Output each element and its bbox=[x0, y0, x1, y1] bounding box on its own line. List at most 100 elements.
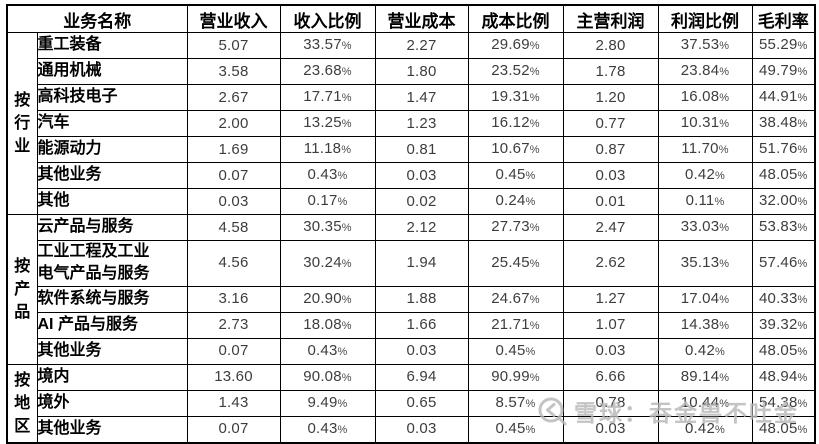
row-name-cell: 汽车 bbox=[36, 110, 188, 137]
value-cell: 2.73 bbox=[186, 311, 281, 339]
value-cell: 1.23 bbox=[374, 110, 469, 137]
group-label-cell: 按 产 品 bbox=[6, 214, 38, 365]
value-cell: 6.66 bbox=[562, 363, 659, 391]
value-cell: 90.08% bbox=[279, 363, 376, 391]
value-cell: 1.20 bbox=[562, 84, 659, 111]
value-cell: 0.87 bbox=[562, 136, 659, 163]
row-name-cell: 通用机械 bbox=[36, 58, 188, 85]
value-cell: 20.90% bbox=[279, 285, 376, 313]
row-name-cell: 境内 bbox=[36, 363, 188, 391]
value-cell: 1.66 bbox=[374, 311, 469, 339]
table-row: 能源动力 1.69 11.18% 0.81 10.67% 0.87 11.70% 51.76% bbox=[7, 136, 816, 163]
value-cell: 54.38% bbox=[751, 389, 816, 417]
table-row: AI 产品与服务 2.73 18.08% 1.66 21.71% 1.07 14.38% 39… bbox=[7, 311, 816, 339]
value-cell: 27.73% bbox=[467, 214, 564, 241]
group-label-cell: 按 地 区 bbox=[6, 363, 38, 444]
value-cell: 0.03 bbox=[374, 415, 469, 444]
value-cell: 1.88 bbox=[374, 285, 469, 313]
value-cell: 1.27 bbox=[562, 285, 659, 313]
value-cell: 1.78 bbox=[562, 58, 659, 85]
value-cell: 33.57% bbox=[279, 32, 376, 59]
value-cell: 0.07 bbox=[186, 415, 281, 444]
table-row: 工业工程及工业 电气产品与服务 4.56 30.24% 1.94 25.45% 2.62 3… bbox=[7, 240, 816, 287]
table-row: 汽车 2.00 13.25% 1.23 16.12% 0.77 10.31% 38.48% bbox=[7, 110, 816, 137]
table-row: 境外 1.43 9.49% 0.65 8.57% 0.78 10.44% 54.38% bbox=[7, 389, 816, 417]
value-cell: 0.78 bbox=[562, 389, 659, 417]
value-cell: 29.69% bbox=[467, 32, 564, 59]
table-row: 通用机械 3.58 23.68% 1.80 23.52% 1.78 23.84% 49.79% bbox=[7, 58, 816, 85]
value-cell: 0.42% bbox=[657, 162, 753, 189]
value-cell: 0.03 bbox=[562, 162, 659, 189]
value-cell: 39.32% bbox=[751, 311, 816, 339]
value-cell: 30.24% bbox=[279, 240, 376, 287]
row-name-cell: 软件系统与服务 bbox=[36, 285, 188, 313]
value-cell: 57.46% bbox=[751, 240, 816, 287]
value-cell: 1.80 bbox=[374, 58, 469, 85]
value-cell: 2.12 bbox=[374, 214, 469, 241]
value-cell: 48.05% bbox=[751, 415, 816, 444]
value-cell: 35.13% bbox=[657, 240, 753, 287]
table-row: 其他业务 0.07 0.43% 0.03 0.45% 0.03 0.42% 48.05% bbox=[7, 162, 816, 189]
value-cell: 16.12% bbox=[467, 110, 564, 137]
value-cell: 0.77 bbox=[562, 110, 659, 137]
value-cell: 0.03 bbox=[374, 337, 469, 365]
value-cell: 0.43% bbox=[279, 337, 376, 365]
value-cell: 1.43 bbox=[186, 389, 281, 417]
value-cell: 23.84% bbox=[657, 58, 753, 85]
row-name-cell: 能源动力 bbox=[36, 136, 188, 163]
value-cell: 0.07 bbox=[186, 162, 281, 189]
value-cell: 0.43% bbox=[279, 162, 376, 189]
value-cell: 9.49% bbox=[279, 389, 376, 417]
value-cell: 0.45% bbox=[467, 337, 564, 365]
value-cell: 0.03 bbox=[562, 415, 659, 444]
table-row: 按 地 区境内 13.60 90.08% 6.94 90.99% 6.66 89.14% 48… bbox=[6, 363, 816, 444]
row-name-cell: 重工装备 bbox=[36, 32, 188, 59]
value-cell: 51.76% bbox=[751, 136, 816, 163]
row-name-cell: 其他业务 bbox=[36, 337, 188, 365]
value-cell: 11.18% bbox=[279, 136, 376, 163]
value-cell: 48.94% bbox=[751, 363, 816, 391]
row-name-cell: 境外 bbox=[36, 389, 188, 417]
business-segment-table: 业务名称 营业收入 收入比例 营业成本 成本比例 主营利润 利润比例 毛利率 按 行 业重工装… bbox=[6, 4, 816, 444]
value-cell: 89.14% bbox=[657, 363, 753, 391]
value-cell: 0.03 bbox=[186, 188, 281, 215]
row-name-cell: 其他业务 bbox=[36, 162, 188, 189]
column-header: 利润比例 bbox=[657, 4, 753, 33]
column-header: 主营利润 bbox=[562, 4, 659, 33]
value-cell: 48.05% bbox=[751, 337, 816, 365]
value-cell: 0.65 bbox=[374, 389, 469, 417]
row-name-cell: 云产品与服务 bbox=[36, 214, 188, 241]
row-name-cell: 其他 bbox=[36, 188, 188, 215]
column-header: 营业成本 bbox=[374, 4, 469, 33]
value-cell: 2.62 bbox=[562, 240, 659, 287]
value-cell: 11.70% bbox=[657, 136, 753, 163]
value-cell: 44.91% bbox=[751, 84, 816, 111]
value-cell: 32.00% bbox=[751, 188, 816, 215]
table-header-row: 业务名称 营业收入 收入比例 营业成本 成本比例 主营利润 利润比例 毛利率 bbox=[6, 4, 816, 33]
value-cell: 0.43% bbox=[279, 415, 376, 444]
value-cell: 0.03 bbox=[562, 337, 659, 365]
value-cell: 2.67 bbox=[186, 84, 281, 111]
value-cell: 18.08% bbox=[279, 311, 376, 339]
value-cell: 30.35% bbox=[279, 214, 376, 241]
value-cell: 2.80 bbox=[562, 32, 659, 59]
value-cell: 1.94 bbox=[374, 240, 469, 287]
value-cell: 21.71% bbox=[467, 311, 564, 339]
value-cell: 10.67% bbox=[467, 136, 564, 163]
value-cell: 0.07 bbox=[186, 337, 281, 365]
table-row: 其他 0.03 0.17% 0.02 0.24% 0.01 0.11% 32.00% bbox=[7, 188, 816, 215]
value-cell: 0.45% bbox=[467, 415, 564, 444]
table-row: 按 产 品云产品与服务 4.58 30.35% 2.12 27.73% 2.47 33.03… bbox=[6, 214, 816, 365]
value-cell: 4.56 bbox=[186, 240, 281, 287]
value-cell: 48.05% bbox=[751, 162, 816, 189]
row-name-cell: 高科技电子 bbox=[36, 84, 188, 111]
value-cell: 14.38% bbox=[657, 311, 753, 339]
value-cell: 40.33% bbox=[751, 285, 816, 313]
value-cell: 90.99% bbox=[467, 363, 564, 391]
value-cell: 53.83% bbox=[751, 214, 816, 241]
value-cell: 1.47 bbox=[374, 84, 469, 111]
value-cell: 3.16 bbox=[186, 285, 281, 313]
value-cell: 8.57% bbox=[467, 389, 564, 417]
value-cell: 13.60 bbox=[186, 363, 281, 391]
